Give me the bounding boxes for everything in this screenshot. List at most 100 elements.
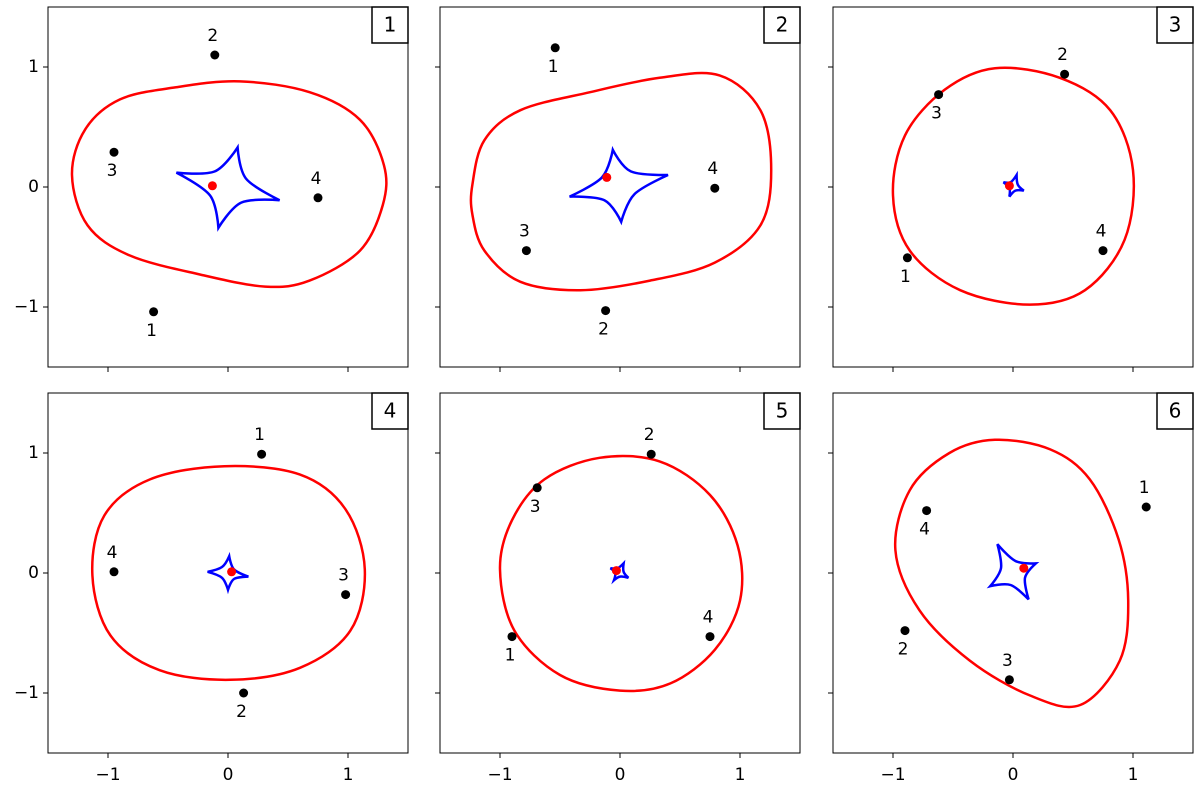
panel: 1 2 3 4 2 bbox=[435, 6, 801, 372]
panel: −1 0 1 1 2 3 4 1 bbox=[14, 6, 409, 372]
image-label: 3 bbox=[519, 222, 530, 242]
x-tick-label: 1 bbox=[735, 765, 746, 785]
image-label: 4 bbox=[703, 608, 714, 628]
source bbox=[207, 181, 217, 191]
lensed-image bbox=[1098, 246, 1108, 256]
lensed-image bbox=[550, 43, 560, 53]
image-label: 3 bbox=[530, 497, 541, 517]
x-tick-label: 0 bbox=[615, 765, 626, 785]
image-label: 1 bbox=[900, 267, 911, 287]
caustic bbox=[569, 145, 669, 226]
lensed-image bbox=[902, 253, 912, 263]
x-tick-label: −1 bbox=[95, 765, 120, 785]
image-label: 4 bbox=[1096, 222, 1107, 242]
critical-curve bbox=[891, 66, 1136, 306]
panel-label-box bbox=[763, 6, 801, 44]
image-label: 1 bbox=[505, 646, 516, 666]
lensed-image bbox=[705, 632, 715, 642]
image-label: 2 bbox=[236, 702, 247, 722]
panel-label-box bbox=[1156, 6, 1194, 44]
panel-label-box bbox=[763, 392, 801, 430]
lensed-image bbox=[1141, 502, 1151, 512]
panel-label: 2 bbox=[776, 13, 789, 37]
lensed-image bbox=[109, 567, 119, 577]
image-label: 3 bbox=[931, 104, 942, 124]
plot-frame bbox=[439, 6, 801, 368]
image-label: 4 bbox=[311, 169, 322, 189]
y-tick-label: 1 bbox=[28, 443, 39, 463]
critical-curve bbox=[90, 464, 367, 682]
panel-label-box bbox=[1156, 392, 1194, 430]
panel-label: 5 bbox=[776, 399, 789, 423]
panel-label: 3 bbox=[1169, 13, 1182, 37]
source bbox=[1019, 563, 1029, 573]
lensed-image bbox=[149, 307, 159, 317]
panel-label: 6 bbox=[1169, 399, 1182, 423]
image-label: 2 bbox=[898, 640, 909, 660]
image-label: 3 bbox=[1002, 651, 1013, 671]
lensed-image bbox=[601, 306, 611, 316]
lensed-image bbox=[521, 246, 531, 256]
image-label: 4 bbox=[707, 159, 718, 179]
panel: 1 2 3 4 3 bbox=[828, 6, 1194, 372]
lensed-image bbox=[646, 449, 656, 459]
y-tick-label: 0 bbox=[28, 563, 39, 583]
panel: −1 0 1 1 2 3 4 6 bbox=[828, 392, 1194, 785]
image-label: 1 bbox=[146, 321, 157, 341]
image-label: 3 bbox=[107, 161, 118, 181]
lensed-image bbox=[239, 688, 249, 698]
lensed-image bbox=[900, 626, 910, 636]
panel-label-box bbox=[371, 6, 409, 44]
image-label: 2 bbox=[598, 320, 609, 340]
panel: −1 0 1 −1 0 1 1 2 3 4 4 bbox=[14, 392, 409, 785]
lensed-image bbox=[507, 632, 517, 642]
lensed-image bbox=[1060, 69, 1070, 79]
lensed-image bbox=[532, 483, 542, 493]
y-tick-label: −1 bbox=[14, 683, 39, 703]
panel-label: 1 bbox=[384, 13, 397, 37]
source bbox=[611, 566, 621, 576]
y-tick-label: −1 bbox=[14, 297, 39, 317]
image-label: 3 bbox=[338, 566, 349, 586]
lensed-image bbox=[341, 590, 351, 600]
x-tick-label: 1 bbox=[1128, 765, 1139, 785]
x-tick-label: 1 bbox=[343, 765, 354, 785]
source bbox=[1004, 181, 1014, 191]
image-label: 1 bbox=[254, 425, 265, 445]
caustic bbox=[207, 551, 249, 595]
lensed-image bbox=[109, 147, 119, 157]
image-label: 1 bbox=[548, 57, 559, 77]
critical-curve bbox=[469, 71, 773, 292]
lensed-image bbox=[1004, 675, 1014, 685]
image-label: 2 bbox=[644, 425, 655, 445]
plot-frame bbox=[832, 392, 1194, 754]
y-tick-label: 0 bbox=[28, 177, 39, 197]
x-tick-label: 0 bbox=[1008, 765, 1019, 785]
critical-curve bbox=[893, 438, 1130, 709]
y-tick-label: 1 bbox=[28, 57, 39, 77]
x-tick-label: −1 bbox=[880, 765, 905, 785]
plot-frame bbox=[47, 6, 409, 368]
lensed-image bbox=[710, 183, 720, 193]
panel-label-box bbox=[371, 392, 409, 430]
x-tick-label: 0 bbox=[223, 765, 234, 785]
lensed-image bbox=[313, 193, 323, 203]
image-label: 4 bbox=[107, 543, 118, 563]
x-tick-label: −1 bbox=[487, 765, 512, 785]
lensed-image bbox=[922, 506, 932, 516]
lensed-image bbox=[257, 449, 267, 459]
critical-curve bbox=[498, 454, 744, 693]
source bbox=[227, 567, 237, 577]
caustic bbox=[175, 143, 281, 232]
source bbox=[602, 172, 612, 182]
image-label: 1 bbox=[1139, 478, 1150, 498]
critical-curve bbox=[70, 80, 388, 289]
panel: −1 0 1 1 2 3 4 5 bbox=[435, 392, 801, 785]
image-label: 4 bbox=[919, 520, 930, 540]
image-label: 2 bbox=[207, 26, 218, 46]
image-label: 2 bbox=[1057, 45, 1068, 65]
caustic bbox=[986, 543, 1040, 601]
lensed-image bbox=[210, 50, 220, 60]
lensed-image bbox=[934, 90, 944, 100]
